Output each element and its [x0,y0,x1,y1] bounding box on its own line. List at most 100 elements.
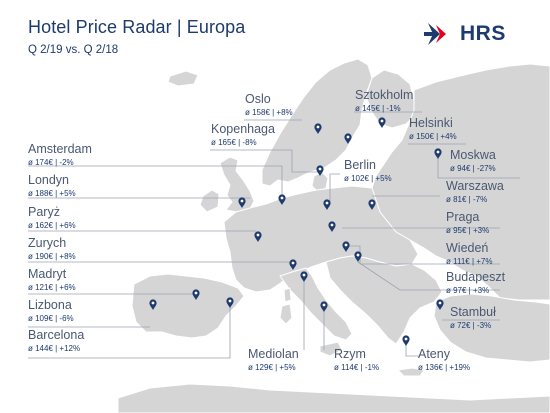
pin-oslo-marker [314,123,322,134]
island-crete [397,367,425,377]
pin-praga [328,221,336,232]
city-name: Helsinki [409,116,453,130]
pin-ateny [402,335,410,346]
pin-mediolan [300,271,308,282]
leader-amsterdam [28,165,283,200]
city-label-kopenhaga: Kopenhaga ø 165€ | -8% [211,122,275,148]
country-italy [279,267,353,341]
city-label-amsterdam: Amsterdam ø 174€ | -2% [28,142,92,168]
city-name: Warszawa [446,179,504,193]
region-north-africa [117,383,550,413]
city-name: Mediolan [248,347,299,361]
pin-paryz [254,231,262,242]
leader-barcelona [28,304,231,359]
city-label-helsinki: Helsinki ø 150€ | +4% [409,116,457,142]
hrs-logo: HRS [424,21,520,47]
city-label-madryt: Madryt ø 121€ | +6% [28,267,76,293]
pin-rzym [320,301,328,312]
pin-kopenhaga [316,165,324,176]
city-label-rzym: Rzym ø 114€ | -1% [334,347,379,373]
pin-madryt [192,289,200,300]
city-name: Moskwa [450,148,496,162]
city-label-stambul: Stambuł ø 72€ | -3% [450,305,496,331]
city-name: Lizbona [28,298,72,312]
city-label-londyn: Londyn ø 188€ | +5% [28,173,76,199]
city-name: Rzym [334,347,366,361]
country-iberia [131,273,245,339]
pin-barcelona [226,297,234,308]
city-stat: ø 81€ | -7% [446,195,488,204]
city-stat: ø 136€ | +19% [418,363,471,372]
city-stat: ø 150€ | +4% [409,132,457,141]
leader-budapeszt [357,261,500,291]
pin-wieden [342,241,350,252]
city-name: Stambuł [450,305,496,319]
pin-moskwa [434,148,442,159]
pin-amsterdam [278,194,286,205]
city-stat: ø 97€ | +3% [446,286,490,295]
leader-ateny [405,344,420,357]
country-great-britain [219,156,255,213]
city-stat: ø 144€ | +12% [28,344,81,353]
city-stat: ø 95€ | +3% [446,226,490,235]
city-pins [149,117,444,346]
city-name: Budapeszt [446,270,506,284]
city-label-oslo: Oslo ø 158€ | +8% [245,92,293,118]
city-label-barcelona: Barcelona ø 144€ | +12% [28,328,84,354]
city-name: Ateny [418,347,450,361]
country-scandinavia [261,58,373,187]
city-stat: ø 174€ | -2% [28,158,74,167]
leader-lines [28,111,520,359]
city-label-paryz: Paryż ø 162€ | +6% [28,205,76,231]
city-stat: ø 102€ | +5% [344,174,392,183]
region-balkans [325,255,443,345]
island-corsica [283,287,292,303]
city-name: Praga [446,210,480,224]
leader-berlin [329,173,340,204]
leader-kopenhaga [210,149,320,173]
leader-moskwa [437,155,520,179]
pin-lizbona [149,299,157,310]
city-label-mediolan: Mediolan ø 129€ | +5% [248,347,299,373]
hrs-logo-mark [424,23,446,45]
country-ireland [199,189,220,213]
city-stat: ø 121€ | +6% [28,283,76,292]
country-turkey [433,293,550,363]
city-label-lizbona: Lizbona ø 109€ | -6% [28,298,74,324]
city-label-zurych: Zurych ø 190€ | +8% [28,236,76,262]
city-name: Paryż [28,205,60,219]
city-label-moskwa: Moskwa ø 94€ | -27% [450,148,496,174]
page-subtitle: Q 2/19 vs. Q 2/18 [28,44,119,56]
hrs-logo-text: HRS [460,22,506,45]
city-label-berlin: Berlin ø 102€ | +5% [344,158,392,184]
city-name: Oslo [245,92,271,106]
city-stat: ø 72€ | -3% [450,321,492,330]
city-name: Zurych [28,236,67,250]
city-label-budapeszt: Budapeszt ø 97€ | +3% [446,270,505,296]
city-stat: ø 109€ | -6% [28,314,74,323]
pin-zurych [289,259,297,270]
island-sicily [319,341,343,357]
city-label-sztokholm: Sztokholm ø 145€ | -1% [355,88,413,114]
city-label-praga: Praga ø 95€ | +3% [446,210,489,236]
pin-berlin [323,199,331,210]
pin-budapeszt [354,251,362,262]
city-label-wieden: Wiedeń ø 111€ | +7% [446,241,492,267]
city-name: Amsterdam [28,142,92,156]
page-title: Hotel Price Radar | Europa [28,17,246,37]
city-name: Kopenhaga [211,122,275,136]
island-sardinia [279,303,293,325]
city-name: Madryt [28,267,67,281]
pin-warszawa [368,199,376,210]
pin-londyn [238,197,246,208]
city-name: Wiedeń [446,241,489,255]
city-stat: ø 111€ | +7% [446,257,493,266]
pin-stambul [436,299,444,310]
city-label-warszawa: Warszawa ø 81€ | -7% [446,179,504,205]
city-label-ateny: Ateny ø 136€ | +19% [418,347,470,373]
city-name: Barcelona [28,328,85,342]
city-stat: ø 94€ | -27% [450,164,496,173]
city-stat: ø 114€ | -1% [334,363,380,372]
country-iceland [167,70,199,87]
